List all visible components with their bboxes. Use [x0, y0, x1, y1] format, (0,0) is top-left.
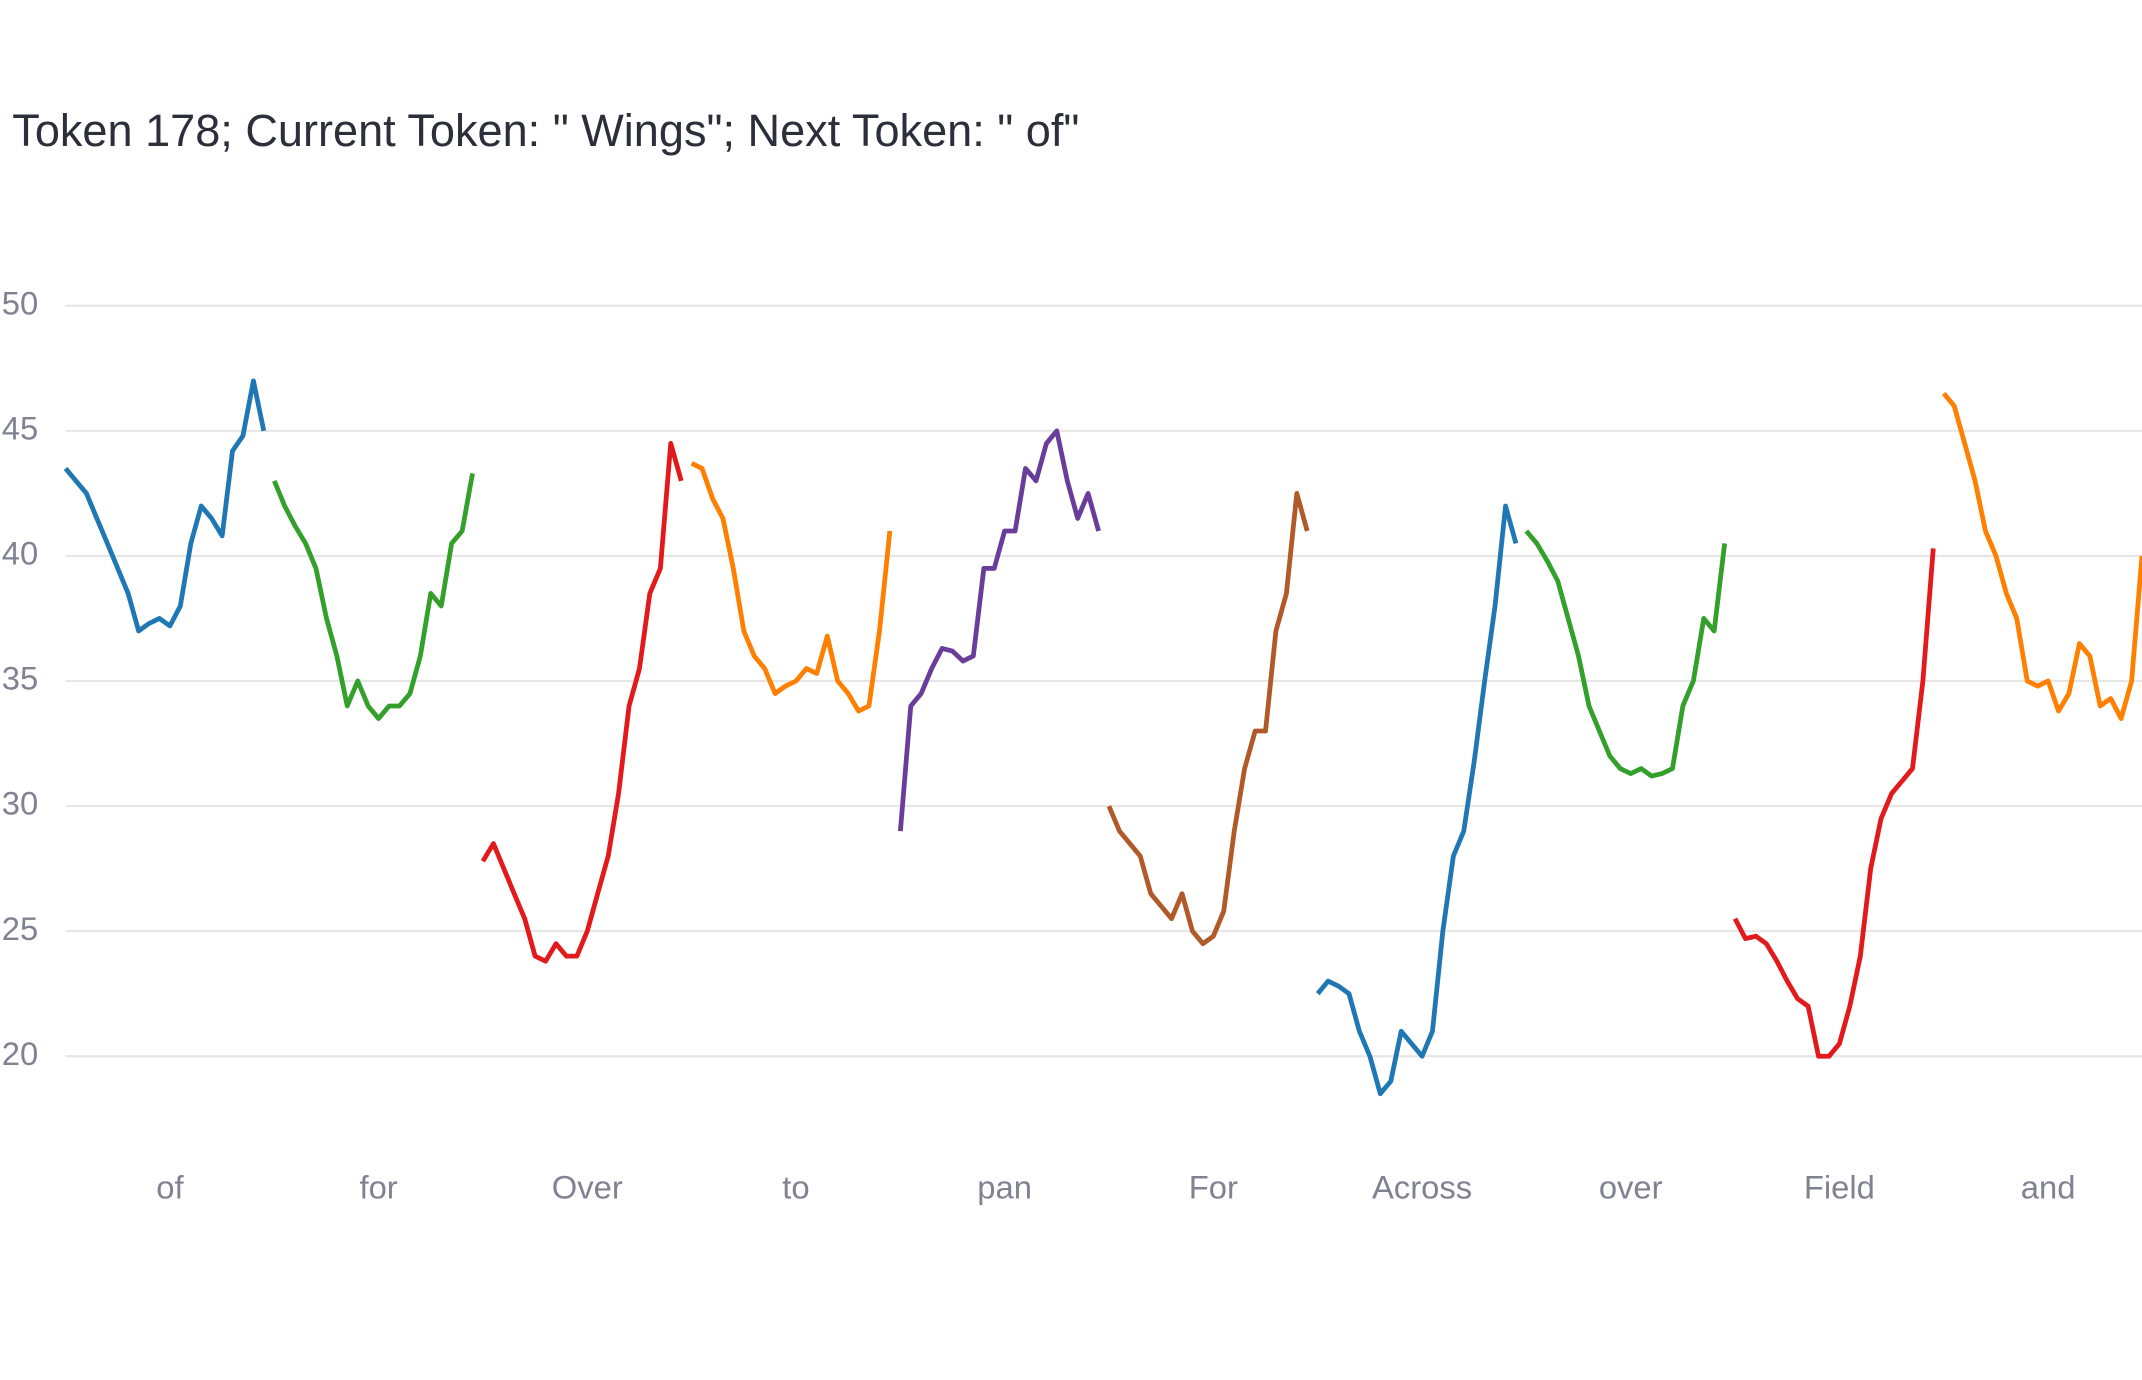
y-tick-label: 45	[2, 410, 38, 447]
line	[1106, 491, 1310, 947]
x-tick-label: Field	[1804, 1169, 1875, 1206]
x-tick-label: and	[2021, 1169, 2076, 1206]
line	[63, 378, 267, 634]
x-tick-label: Across	[1372, 1169, 1472, 1206]
x-tick-label: of	[156, 1169, 184, 1206]
y-tick-label: 25	[2, 910, 38, 947]
y-tick-label: 40	[2, 535, 38, 572]
y-tick-label: 30	[2, 785, 38, 822]
line	[480, 441, 684, 964]
line	[272, 473, 475, 721]
line	[1315, 503, 1519, 1097]
line	[897, 428, 1101, 832]
x-tick-label: to	[782, 1169, 809, 1206]
y-tick-label: 20	[2, 1035, 38, 1072]
x-tick-label: pan	[977, 1169, 1032, 1206]
line	[1732, 548, 1936, 1059]
y-tick-label: 35	[2, 660, 38, 697]
line	[1524, 529, 1728, 779]
x-tick-label: over	[1599, 1169, 1663, 1206]
x-tick-label: For	[1189, 1169, 1238, 1206]
x-tick-label: for	[359, 1169, 397, 1206]
line	[1941, 391, 2142, 721]
chart-title: Token 178; Current Token: " Wings"; Next…	[12, 105, 1079, 156]
line	[690, 461, 893, 714]
y-tick-label: 50	[2, 284, 38, 321]
x-tick-label: Over	[552, 1169, 623, 1206]
